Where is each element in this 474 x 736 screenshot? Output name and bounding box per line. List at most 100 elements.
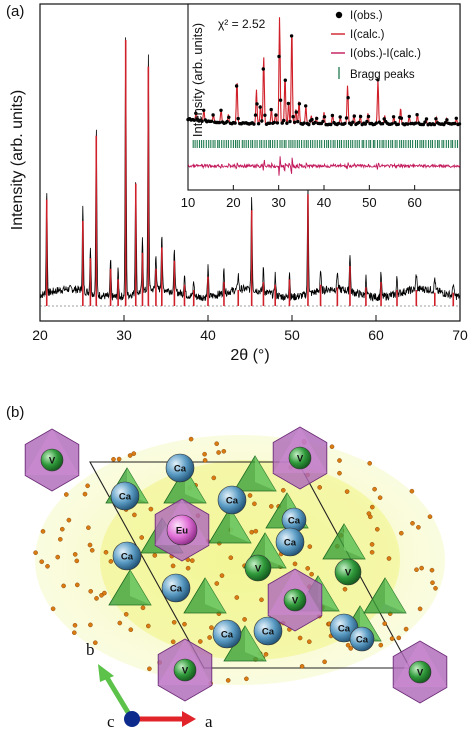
inset-obs-point [296, 119, 300, 124]
oxygen-atom [249, 529, 254, 535]
oxygen-atom [366, 511, 372, 516]
oxygen-atom [427, 514, 433, 520]
oxygen-atom [209, 625, 214, 630]
inset-obs-point [225, 119, 229, 124]
inset-obs-point [263, 113, 267, 117]
ca-atom-12 [212, 619, 242, 649]
ca-atom-label-14: Ca [338, 624, 351, 635]
oxygen-atom [374, 527, 380, 532]
main-x-tick-labels: 20 30 40 50 60 70 [32, 327, 468, 343]
oxygen-atom [66, 517, 72, 523]
oxygen-atom [253, 528, 259, 534]
ca-atom-label-12: Ca [221, 630, 234, 641]
vo4-tetrahedron-face-4 [265, 533, 286, 568]
oxygen-atom [50, 606, 56, 612]
vo4-tetrahedron-face-8 [245, 626, 266, 661]
ca-atom-label-5: Ca [174, 464, 187, 475]
vo4-tetrahedron-face-13 [385, 578, 406, 613]
oxygen-atom [131, 451, 137, 456]
inset-obs-point [274, 113, 278, 117]
oxygen-atom [369, 550, 375, 555]
oxygen-atom [244, 676, 249, 682]
inset-obs-point [269, 107, 273, 112]
inset-obs-point [399, 116, 404, 120]
oxygen-atom [263, 652, 269, 657]
inset-obs-point [454, 116, 458, 121]
inset-obs-point [278, 98, 283, 102]
oxygen-atom [111, 456, 116, 462]
inset-obs-point [227, 115, 231, 120]
inset-obs-point [282, 118, 286, 123]
inset-obs-point [289, 34, 294, 38]
oxygen-atom [117, 620, 123, 626]
inset-x-tick-label-40: 40 [317, 195, 331, 210]
inset-obs-point [423, 120, 427, 124]
vo4-tetrahedron-face-5 [344, 524, 365, 559]
inset-obs-point [351, 120, 355, 124]
vo4-tetrahedron-face-7 [318, 576, 339, 611]
inset-obs-point [272, 120, 276, 125]
v-atom-17 [244, 554, 272, 582]
v-atom-2 [408, 660, 432, 684]
oxygen-atom [123, 612, 129, 617]
inset-obs-point [338, 115, 342, 119]
legend-diff-label: I(obs.)-I(calc.) [350, 48, 421, 60]
inset-chart: 10 20 30 40 50 60 Intensity (arb. units) χ² =… [181, 3, 462, 210]
oxygen-atom [72, 552, 78, 557]
inset-x-tick-label-20: 20 [226, 195, 240, 210]
oxygen-atom [342, 586, 348, 592]
inset-obs-point [219, 108, 223, 113]
oxygen-atom [216, 450, 221, 455]
oxygen-atom [234, 595, 240, 600]
oxygen-atom [40, 529, 46, 534]
oxygen-atom [189, 558, 195, 563]
oxygen-atom [219, 573, 225, 578]
ca-atom-label-9: Ca [284, 538, 297, 549]
inset-obs-point [329, 122, 333, 127]
axis-c-label: c [107, 712, 115, 731]
eu-atom-16 [166, 514, 198, 546]
oxygen-atom [396, 635, 402, 641]
oxygen-atom [268, 504, 274, 509]
inset-obs-point [396, 122, 400, 127]
oxygen-atom [89, 548, 95, 553]
main-x-ticks [39, 315, 461, 321]
oxygen-atom [417, 606, 423, 612]
oxygen-atom [221, 448, 227, 454]
oxygen-atom [132, 512, 137, 518]
inset-x-ticks: 10 20 30 40 50 60 [181, 185, 422, 210]
oxygen-atom [386, 556, 392, 561]
main-y-axis-title: Intensity (arb. units) [9, 90, 26, 231]
inset-x-tick-label-50: 50 [362, 195, 376, 210]
inset-obs-point [286, 101, 291, 106]
ca-atom-label-11: Ca [170, 584, 183, 595]
oxygen-atom [329, 444, 335, 450]
inset-obs-point [283, 78, 287, 82]
oxygen-atom [225, 678, 231, 683]
oxygen-atom [305, 566, 311, 571]
inset-obs-point [234, 84, 239, 88]
chi-square-label: χ² = 2.52 [218, 17, 266, 31]
inset-obs-point [457, 122, 462, 126]
main-x-axis-title: 2θ (°) [230, 347, 269, 364]
inset-obs-point [330, 113, 335, 118]
oxygen-atom [214, 441, 219, 447]
oxygen-atom [280, 487, 286, 493]
inset-obs-point [293, 120, 297, 125]
oxygen-atom [382, 621, 388, 626]
inset-obs-point [297, 102, 302, 106]
oxygen-atom [108, 559, 114, 564]
oxygen-atom [309, 571, 314, 577]
ca-atom-label-8: Ca [288, 516, 301, 527]
axis-b-label: b [86, 640, 95, 659]
inset-legend: I(obs.) I(calc.) I(obs.)-I(calc.) Bragg … [331, 10, 421, 81]
oxygen-atom [116, 456, 122, 462]
inset-obs-point [365, 119, 369, 124]
oxygen-atom [337, 470, 342, 476]
inset-obs-point [294, 110, 298, 114]
inset-obs-point [280, 121, 284, 125]
oxygen-atom [58, 537, 63, 542]
oxygen-atom [247, 493, 253, 498]
main-x-tick-label-50: 50 [284, 327, 300, 343]
main-x-tick-label-30: 30 [116, 327, 132, 343]
